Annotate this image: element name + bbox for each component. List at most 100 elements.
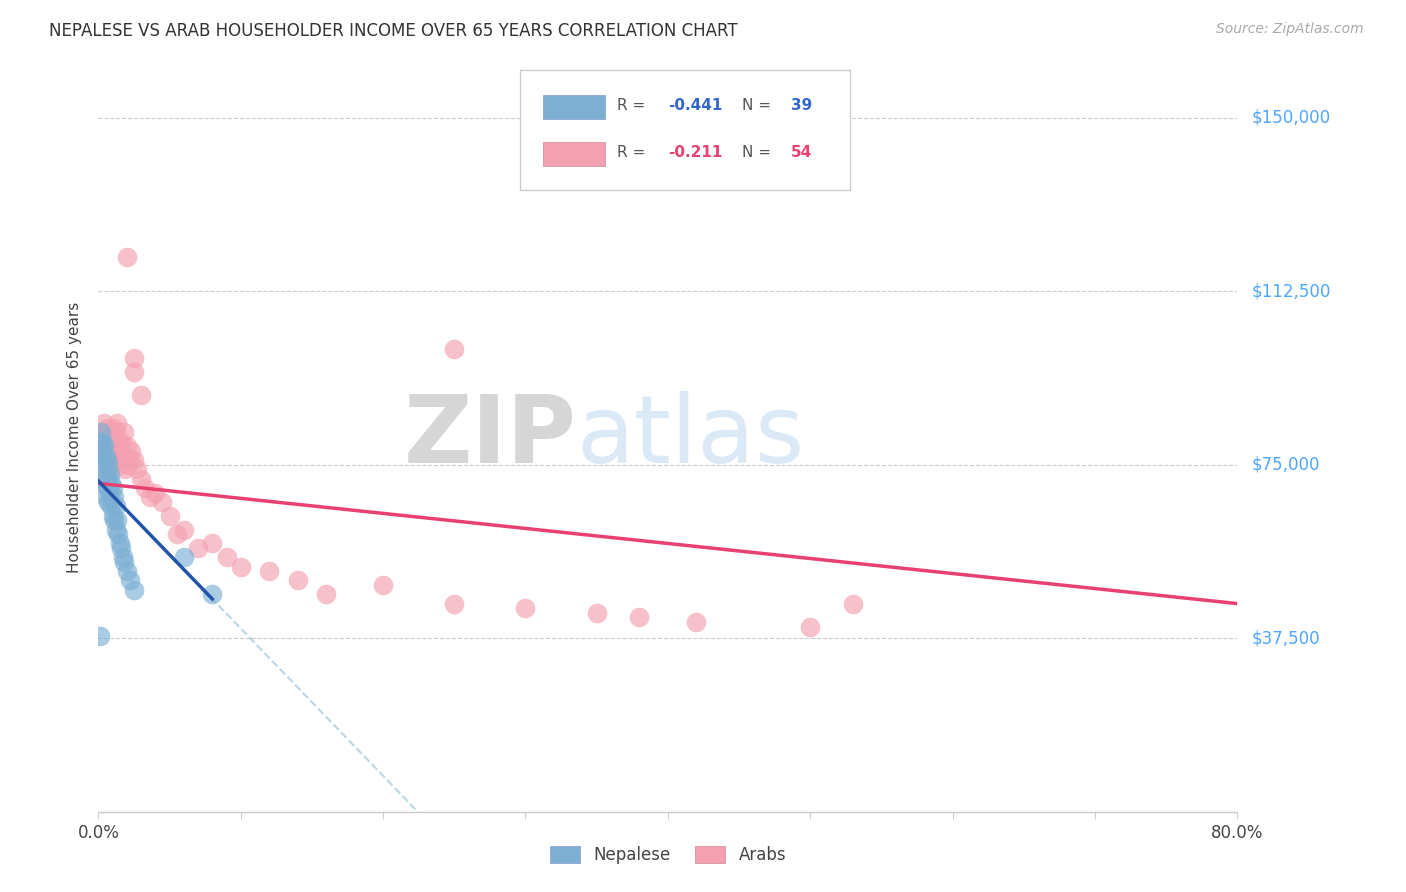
Point	[96, 453, 118, 467]
Point	[93, 439, 115, 453]
Point	[90, 434, 112, 449]
Point	[94, 449, 117, 463]
Text: $112,500: $112,500	[1251, 283, 1330, 301]
Point	[112, 425, 135, 440]
Point	[117, 458, 139, 472]
Point	[100, 500, 122, 514]
Point	[93, 416, 115, 430]
Point	[105, 416, 128, 430]
Point	[187, 541, 209, 555]
Text: N =: N =	[742, 98, 770, 113]
Point	[91, 425, 114, 440]
Text: 54: 54	[790, 145, 813, 160]
Point	[115, 564, 138, 578]
FancyBboxPatch shape	[543, 95, 605, 119]
Point	[515, 601, 537, 615]
Point	[166, 527, 188, 541]
Point	[201, 536, 224, 550]
Point	[122, 365, 145, 379]
Point	[112, 555, 135, 569]
Point	[799, 620, 821, 634]
Point	[215, 550, 238, 565]
Text: Source: ZipAtlas.com: Source: ZipAtlas.com	[1216, 22, 1364, 37]
Point	[97, 458, 120, 472]
FancyBboxPatch shape	[543, 142, 605, 166]
Point	[111, 550, 134, 565]
Point	[115, 250, 138, 264]
Point	[129, 388, 152, 402]
Point	[97, 472, 120, 486]
Text: R =: R =	[617, 98, 645, 113]
Point	[118, 453, 141, 467]
Point	[89, 629, 111, 643]
Point	[138, 490, 160, 504]
Point	[134, 481, 156, 495]
Point	[100, 476, 122, 491]
Point	[98, 458, 121, 472]
Text: N =: N =	[742, 145, 770, 160]
Point	[125, 462, 148, 476]
Point	[842, 597, 865, 611]
Point	[94, 467, 117, 481]
Point	[108, 444, 131, 458]
Point	[115, 439, 138, 453]
Point	[159, 508, 181, 523]
Point	[122, 582, 145, 597]
Point	[101, 508, 124, 523]
Point	[173, 550, 195, 565]
Point	[585, 606, 607, 620]
Point	[201, 587, 224, 601]
Point	[91, 434, 114, 449]
Point	[96, 444, 118, 458]
Text: -0.211: -0.211	[668, 145, 723, 160]
Point	[90, 425, 112, 440]
Point	[97, 495, 120, 509]
Point	[108, 458, 131, 472]
Point	[120, 444, 142, 458]
Point	[114, 462, 136, 476]
Point	[173, 523, 195, 537]
Point	[101, 444, 124, 458]
Text: atlas: atlas	[576, 391, 806, 483]
Point	[315, 587, 337, 601]
Text: ZIP: ZIP	[404, 391, 576, 483]
Point	[101, 421, 124, 435]
Text: 39: 39	[790, 98, 813, 113]
Point	[101, 481, 124, 495]
Point	[443, 597, 465, 611]
Point	[103, 490, 125, 504]
Point	[118, 574, 141, 588]
Point	[104, 500, 127, 514]
Point	[90, 444, 112, 458]
Text: $150,000: $150,000	[1251, 109, 1330, 127]
Point	[107, 439, 129, 453]
Point	[97, 462, 120, 476]
Point	[94, 490, 117, 504]
Text: $75,000: $75,000	[1251, 456, 1320, 474]
Point	[94, 434, 117, 449]
Text: -0.441: -0.441	[668, 98, 723, 113]
Point	[628, 610, 651, 624]
Point	[145, 485, 167, 500]
Point	[98, 490, 121, 504]
Legend: Nepalese, Arabs: Nepalese, Arabs	[543, 839, 793, 871]
Point	[152, 495, 174, 509]
Y-axis label: Householder Income Over 65 years: Householder Income Over 65 years	[67, 301, 83, 573]
Point	[373, 578, 395, 592]
FancyBboxPatch shape	[520, 70, 851, 190]
Point	[91, 453, 114, 467]
Point	[91, 472, 114, 486]
Point	[98, 467, 121, 481]
Point	[685, 615, 707, 629]
Point	[122, 351, 145, 366]
Text: NEPALESE VS ARAB HOUSEHOLDER INCOME OVER 65 YEARS CORRELATION CHART: NEPALESE VS ARAB HOUSEHOLDER INCOME OVER…	[49, 22, 738, 40]
Point	[103, 434, 125, 449]
Point	[96, 481, 118, 495]
Text: $37,500: $37,500	[1251, 629, 1320, 648]
Point	[104, 425, 127, 440]
Point	[105, 453, 128, 467]
Point	[93, 458, 115, 472]
Point	[110, 434, 132, 449]
Point	[111, 449, 134, 463]
Point	[443, 342, 465, 356]
